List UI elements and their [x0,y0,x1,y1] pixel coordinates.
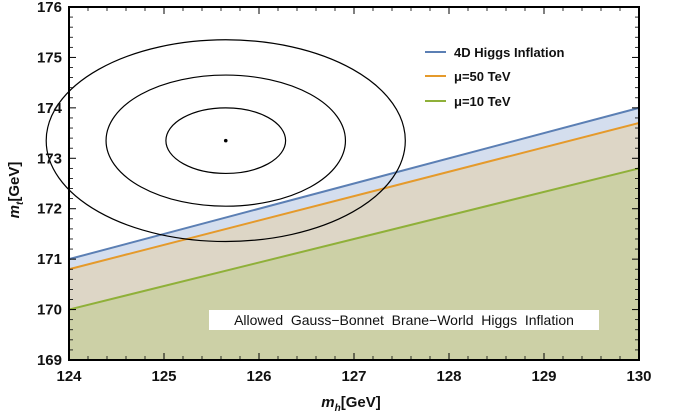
x-tick-label: 125 [151,368,176,385]
x-tick-label: 127 [341,368,366,385]
legend-label-mu50: μ=50 TeV [454,69,511,84]
legend: 4D Higgs Inflation μ=50 TeV μ=10 TeV [425,45,565,109]
legend-label-4d: 4D Higgs Inflation [454,45,565,60]
series-line-0 [68,106,640,261]
ellipse-1 [105,74,347,207]
y-tick-label: 175 [37,49,62,66]
legend-label-mu10: μ=10 TeV [454,94,511,109]
series-lines [68,106,640,311]
x-tick-label: 130 [626,368,651,385]
ellipses [45,39,406,243]
y-tick-label: 170 [37,302,62,319]
series-line-2 [68,167,640,311]
x-tick-label: 124 [56,368,82,385]
y-tick-label: 174 [37,100,63,117]
y-tick-label: 176 [37,0,62,16]
ellipse-2 [45,39,406,243]
ellipse-0 [165,107,287,175]
series-line-1 [68,122,640,271]
annotation-text: Allowed Gauss−Bonnet Brane−World Higgs I… [234,312,574,328]
x-tick-label: 126 [246,368,271,385]
annotation-box [209,310,599,330]
y-tick-label: 172 [37,201,62,218]
x-tick-label: 129 [531,368,556,385]
y-tick-label: 169 [37,352,62,369]
annotation: Allowed Gauss−Bonnet Brane−World Higgs I… [209,310,599,330]
x-tick-label: 128 [436,368,461,385]
central-point [223,138,228,143]
y-tick-label: 173 [37,150,62,167]
axis-ticks: 124 125 126 127 128 129 130 169 170 171 172 173 174 1… [37,0,652,385]
y-axis-title: mt[GeV] [6,162,26,219]
y-tick-label: 171 [37,251,62,268]
x-axis-title: mh[GeV] [321,394,380,414]
